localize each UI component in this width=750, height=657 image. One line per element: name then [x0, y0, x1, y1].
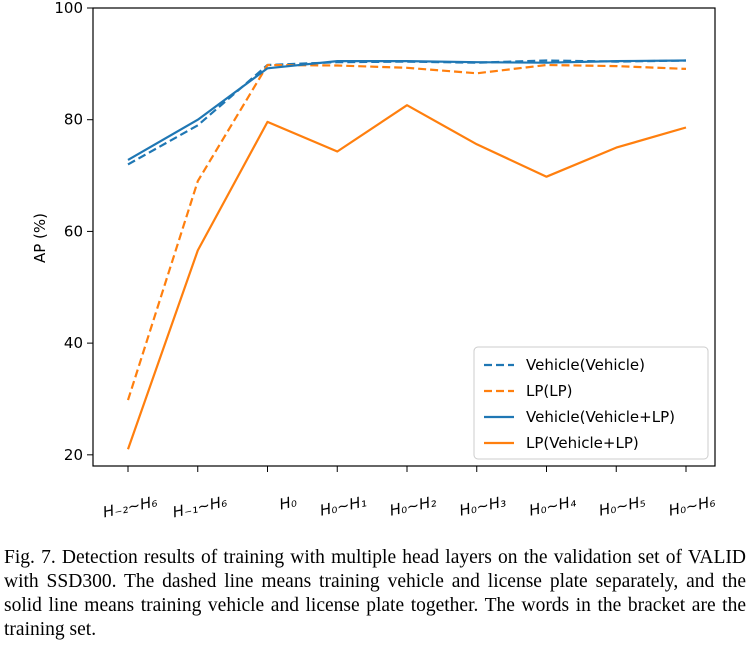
x-tick-label: H₀~H₂ [388, 492, 438, 519]
y-tick-label: 40 [64, 334, 83, 352]
x-axis: H₋₂~H₆ H₋₁~H₆ H₀ H₀~H₁ H₀~H₂ H₀~H₃ H₀~H₄ H₀~H₅ H… [101, 466, 717, 521]
legend-label: LP(LP) [526, 382, 573, 400]
y-tick-label: 20 [64, 446, 83, 464]
legend: Vehicle(Vehicle) LP(LP) Vehicle(Vehicle+LP… [473, 346, 709, 460]
x-tick-label: H₀~H₆ [667, 492, 717, 519]
x-tick-label: H₀~H₅ [597, 492, 647, 519]
series-line-4 [126, 104, 687, 450]
legend-label: LP(Vehicle+LP) [526, 434, 639, 452]
plot-frame [92, 7, 716, 467]
figure-caption: Fig. 7. Detection results of training wi… [4, 547, 746, 640]
legend-box [473, 346, 709, 460]
legend-label: Vehicle(Vehicle+LP) [526, 408, 675, 426]
plot-series [126, 59, 687, 450]
series-line-3 [127, 59, 687, 161]
chart: 20 40 60 80 100 H₋₂~H₆ H₋₁~H₆ H₀ H₀~H₁ H₀~H₂ H₀~H… [31, 0, 717, 521]
y-tick-label: 60 [64, 222, 83, 240]
legend-label: Vehicle(Vehicle) [526, 356, 645, 374]
x-tick-label: H₀ [278, 492, 299, 513]
series-line-2 [126, 63, 687, 401]
y-axis-label: AP (%) [31, 213, 49, 263]
x-tick-label: H₀~H₃ [458, 492, 508, 519]
y-tick-label: 100 [54, 0, 83, 17]
x-tick-label: H₀~H₄ [527, 492, 577, 519]
y-axis: 20 40 60 80 100 [54, 0, 93, 464]
x-tick-label: H₀~H₁ [318, 492, 368, 519]
series-line-1 [127, 59, 687, 166]
x-tick-label: H₋₁~H₆ [171, 492, 229, 521]
y-tick-label: 80 [64, 111, 83, 129]
x-tick-label: H₋₂~H₆ [101, 492, 159, 521]
